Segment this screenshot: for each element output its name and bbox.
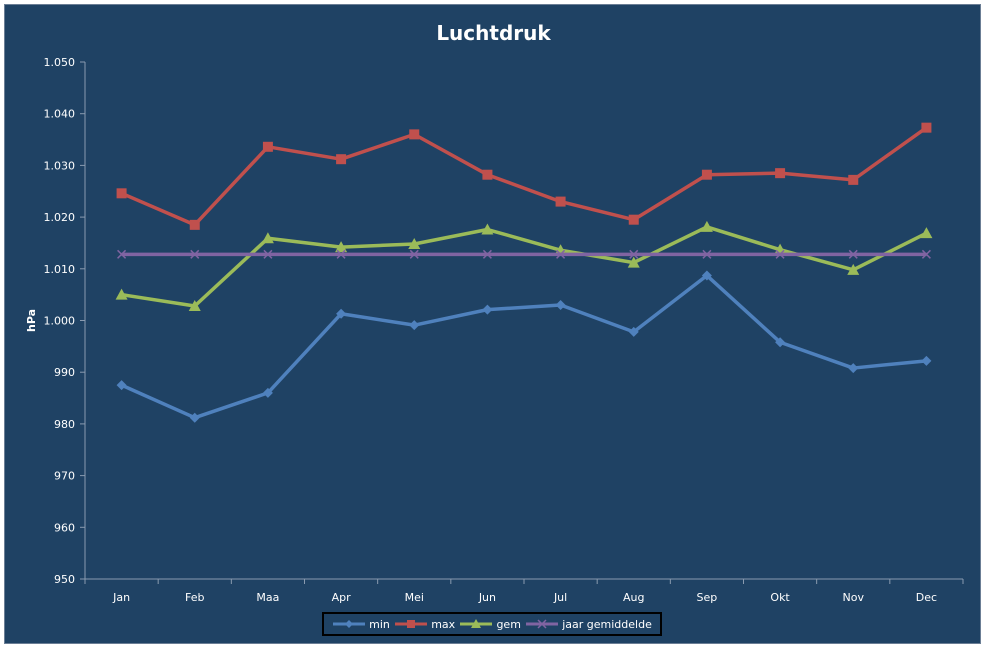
data-point-min	[775, 337, 786, 348]
series-line-gem	[121, 225, 928, 308]
data-point-max	[628, 214, 639, 225]
y-tick-label: 1.010	[44, 263, 76, 276]
data-point-jaar-gemiddelde	[336, 249, 346, 259]
data-point-min	[921, 355, 932, 366]
legend-swatch	[333, 620, 366, 628]
data-point-gem	[335, 241, 348, 253]
data-point-max	[262, 141, 273, 152]
data-point-min	[701, 270, 712, 281]
data-point-min	[628, 326, 639, 337]
y-tick-label: 950	[54, 573, 75, 586]
y-tick-label: 1.040	[44, 108, 76, 121]
data-point-max	[921, 122, 932, 133]
y-tick-label: 1.020	[44, 211, 76, 224]
data-point-max	[848, 174, 859, 185]
legend-swatch	[460, 619, 493, 628]
data-point-max	[775, 168, 786, 179]
y-tick-label: 960	[54, 521, 75, 534]
data-point-gem	[627, 256, 640, 268]
x-tick-label: Jan	[112, 591, 130, 604]
legend-label: jaar gemiddelde	[562, 617, 652, 631]
y-tick-label: 1.000	[44, 315, 76, 328]
x-tick-label: Apr	[332, 591, 352, 604]
x-tick-label: Aug	[623, 591, 644, 604]
data-point-gem	[261, 232, 274, 244]
data-point-min	[116, 380, 127, 391]
data-point-jaar-gemiddelde	[117, 249, 127, 259]
legend-swatch	[526, 619, 559, 629]
x-tick-label: Feb	[185, 591, 204, 604]
x-tick-label: Okt	[770, 591, 790, 604]
legend-swatch	[395, 620, 428, 628]
data-point-jaar-gemiddelde	[702, 249, 712, 259]
chart-area: Luchtdruk 950 960 970 980 990 1.000 1.010 1.020…	[4, 4, 981, 644]
data-point-jaar-gemiddelde	[409, 249, 419, 259]
chart-title: Luchtdruk	[436, 21, 551, 45]
data-point-gem	[408, 237, 421, 249]
legend-label: max	[431, 617, 456, 631]
x-tick-label: Dec	[916, 591, 937, 604]
x-tick-label: Mei	[405, 591, 424, 604]
data-point-jaar-gemiddelde	[848, 249, 858, 259]
data-point-gem	[188, 300, 201, 312]
data-point-min	[482, 304, 493, 315]
data-point-max	[482, 169, 493, 180]
y-tick-label: 980	[54, 418, 75, 431]
x-tick-label: Nov	[843, 591, 865, 604]
y-tick-label: 990	[54, 366, 75, 379]
data-point-min	[189, 412, 200, 423]
y-tick-label: 970	[54, 470, 75, 483]
data-point-max	[409, 129, 420, 140]
x-tick-label: Jun	[478, 591, 496, 604]
data-point-gem	[115, 288, 128, 300]
y-axis-title: hPa	[25, 309, 38, 332]
data-point-jaar-gemiddelde	[482, 249, 492, 259]
data-point-max	[116, 188, 127, 199]
legend-item: min	[332, 618, 390, 631]
data-point-jaar-gemiddelde	[921, 249, 931, 259]
series-line-min	[120, 273, 927, 420]
data-point-min	[336, 308, 347, 319]
data-point-min	[848, 363, 859, 374]
data-point-min	[409, 320, 420, 331]
x-tick-label: Sep	[697, 591, 718, 604]
x-tick-label: Jul	[553, 591, 567, 604]
data-point-max	[701, 169, 712, 180]
data-point-jaar-gemiddelde	[263, 249, 273, 259]
data-point-jaar-gemiddelde	[190, 249, 200, 259]
data-point-jaar-gemiddelde	[556, 249, 566, 259]
y-tick-label: 1.050	[44, 56, 76, 69]
data-point-min	[555, 299, 566, 310]
legend-item: jaar gemiddelde	[525, 618, 652, 631]
x-tick-label: Maa	[256, 591, 279, 604]
data-point-min	[262, 387, 273, 398]
data-point-jaar-gemiddelde	[629, 249, 639, 259]
series-line-max	[120, 126, 928, 227]
data-point-gem	[554, 244, 567, 256]
plot-area: 950 960 970 980 990 1.000 1.010 1.020 1.030 1.040…	[25, 56, 964, 604]
data-point-jaar-gemiddelde	[775, 249, 785, 259]
y-tick-label: 1.030	[44, 159, 76, 172]
data-point-max	[336, 154, 347, 165]
legend-item: gem	[459, 617, 521, 631]
data-point-max	[189, 219, 200, 230]
data-point-gem	[920, 227, 933, 239]
legend-label: gem	[496, 617, 521, 631]
data-point-max	[555, 196, 566, 207]
data-point-gem	[847, 263, 860, 275]
legend-label: min	[369, 617, 390, 631]
legend-item: max	[394, 618, 455, 631]
data-point-gem	[481, 223, 494, 235]
legend: min max gem jaar gemiddelde	[322, 612, 662, 636]
data-point-gem	[700, 220, 713, 232]
